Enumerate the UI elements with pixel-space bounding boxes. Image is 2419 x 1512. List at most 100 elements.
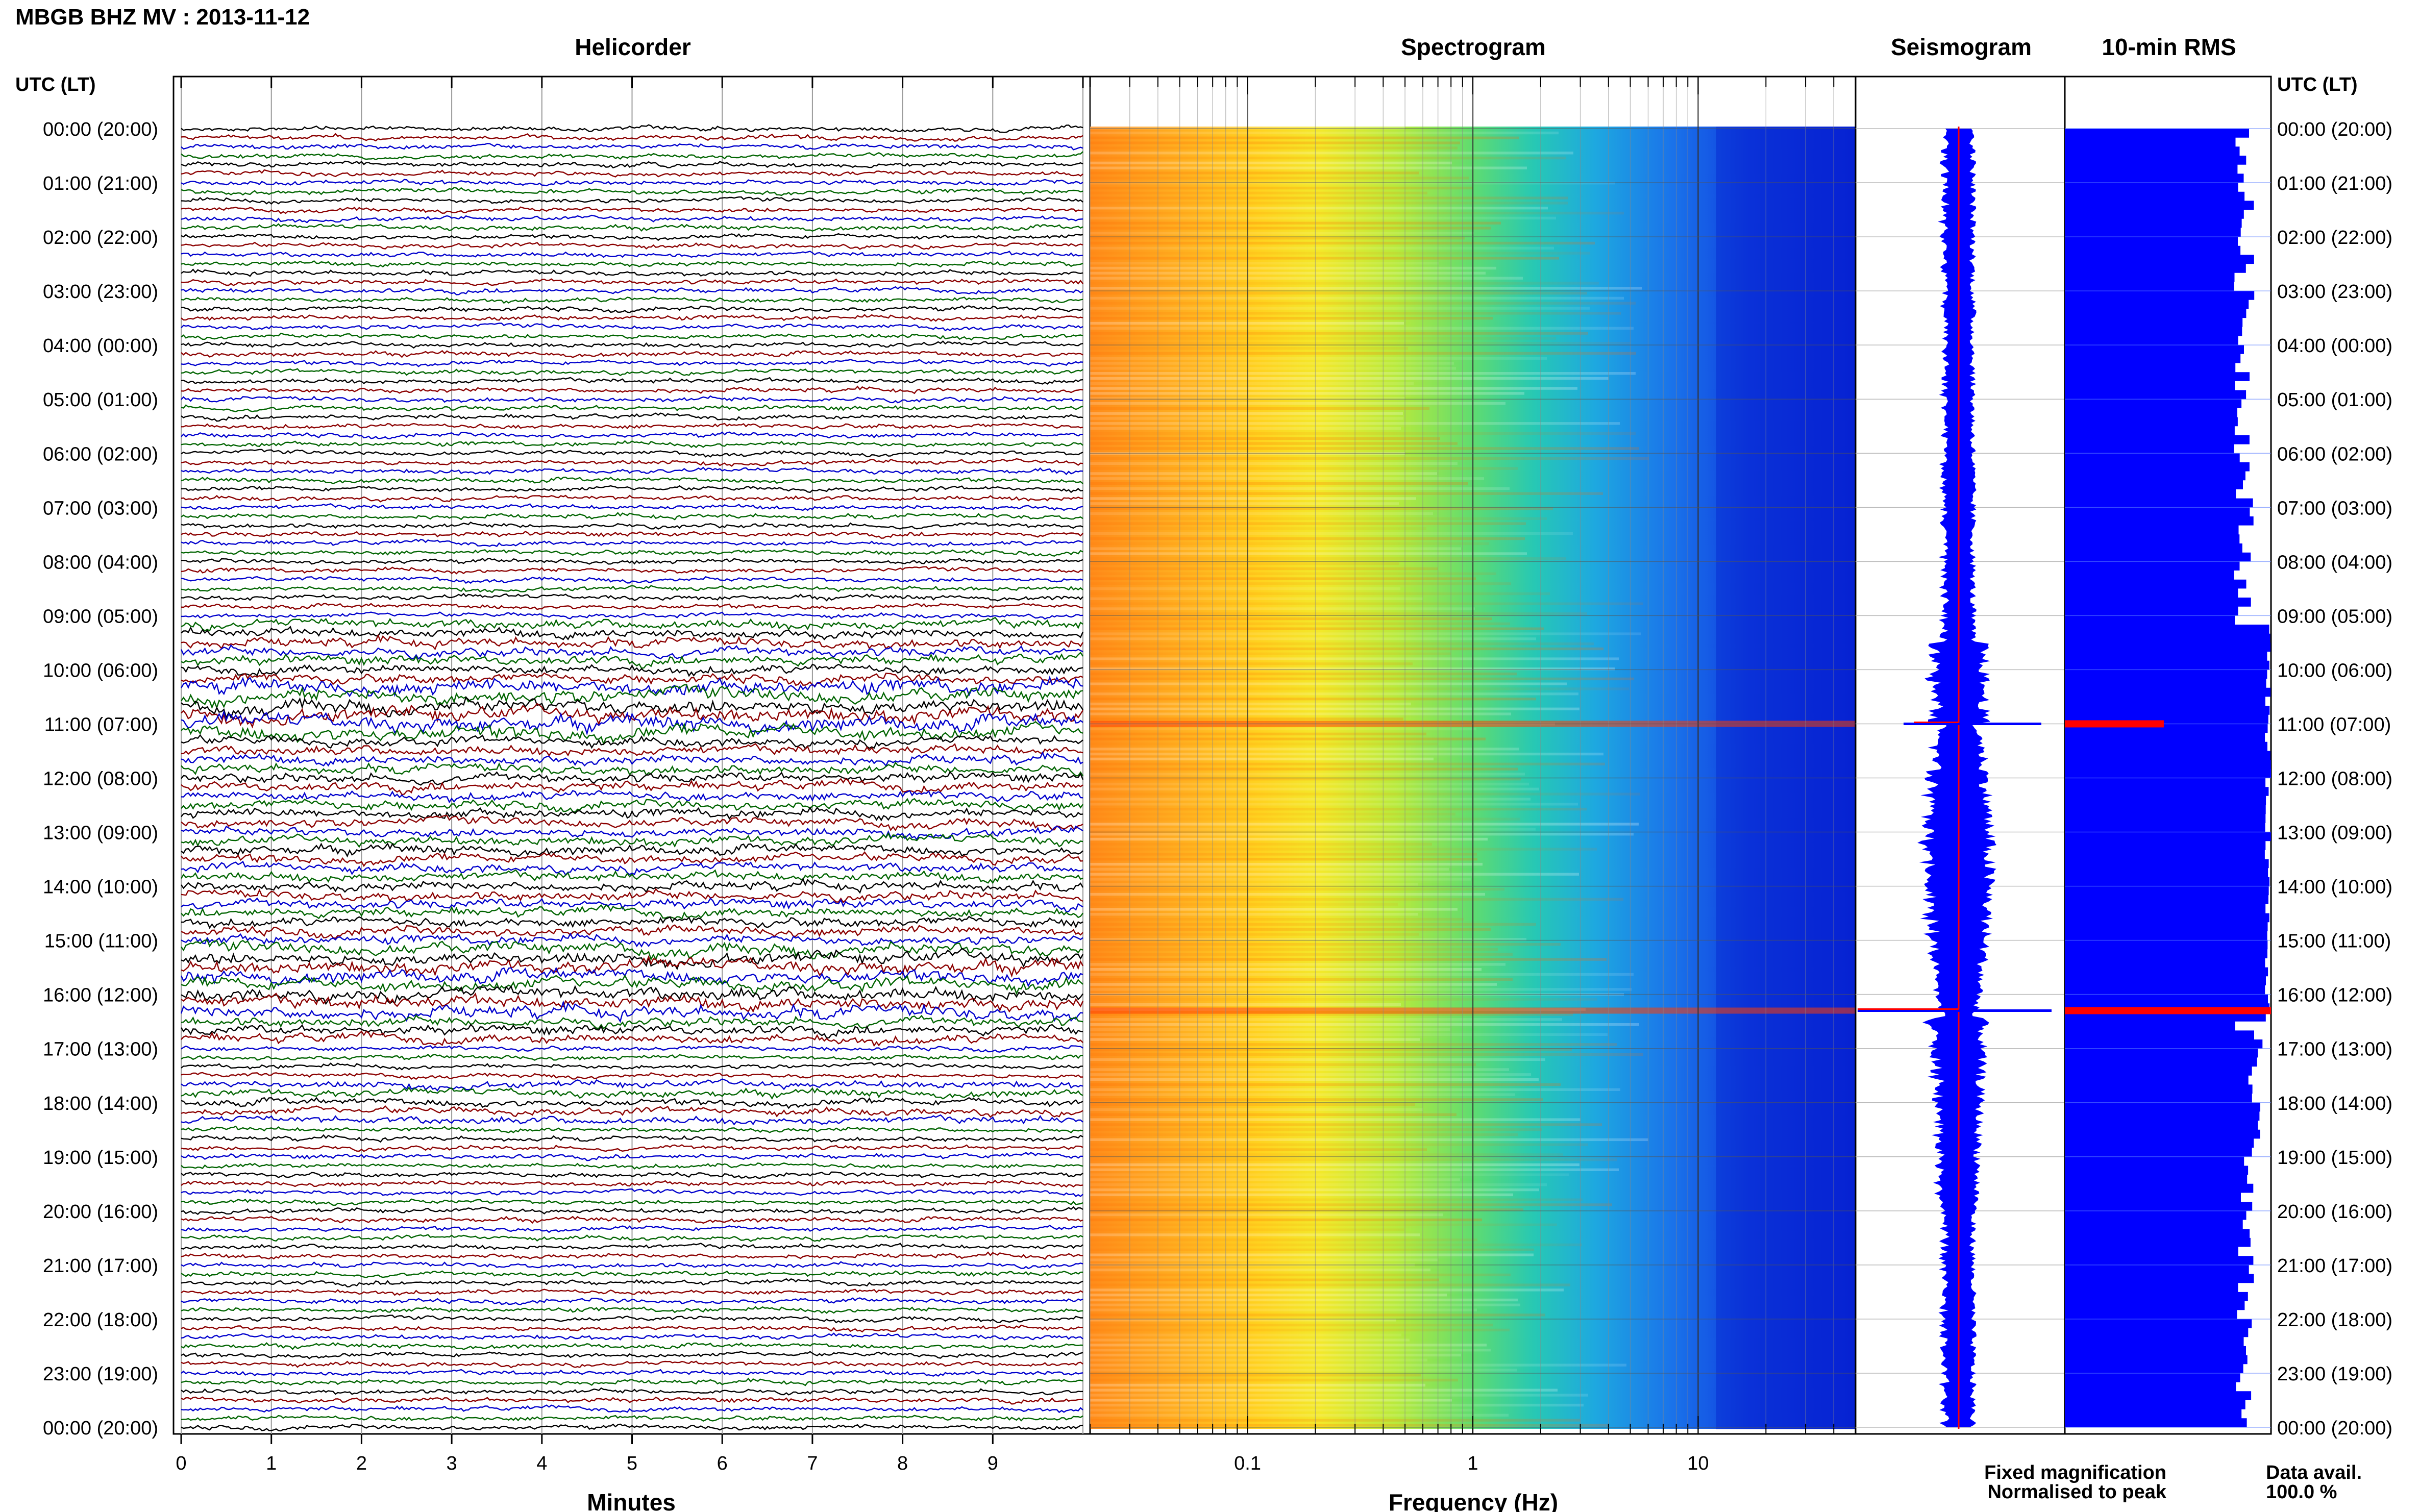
spectrogram-stripe	[1090, 227, 1491, 230]
spectrogram-stripe	[1090, 207, 1548, 210]
spectrogram-stripe	[1090, 632, 1641, 635]
spectrogram-stripe	[1090, 1063, 1476, 1066]
spectrogram-stripe	[1090, 427, 1401, 430]
helicorder-trace	[181, 761, 1084, 777]
helicorder-trace	[181, 1054, 1083, 1061]
spectrogram-stripe	[1090, 522, 1526, 525]
time-label-right: 08:00 (04:00)	[2277, 552, 2392, 573]
spectrogram-stripe	[1090, 1193, 1513, 1197]
helicorder-tick-label: 3	[447, 1453, 457, 1474]
spectrogram-stripe	[1090, 1403, 1584, 1407]
rms-highlight-bar	[2065, 1007, 2271, 1014]
spectrogram-stripe	[1090, 1233, 1420, 1236]
seismogram-events	[1858, 721, 2052, 1012]
helicorder-trace	[181, 992, 1084, 1013]
spectrogram-stripe	[1090, 1243, 1582, 1247]
helicorder-trace	[181, 703, 1084, 729]
spectrogram-stripe	[1090, 1053, 1643, 1056]
spectrogram-stripe	[1090, 287, 1642, 290]
spectrogram-stripe	[1090, 437, 1440, 440]
helicorder-trace	[181, 1086, 1083, 1100]
spectrogram-stripe	[1090, 1198, 1583, 1201]
time-label-right: 00:00 (20:00)	[2277, 119, 2392, 140]
time-labels-right: 00:00 (20:00) 01:00 (21:00) 02:00 (22:00) 0…	[2277, 119, 2392, 1439]
helicorder-trace	[181, 860, 1083, 876]
spectrogram-stripe	[1090, 482, 1468, 485]
spectrogram-stripe	[1090, 1028, 1450, 1031]
spectrogram-stripe	[1090, 1394, 1588, 1397]
rms-title: 10-min RMS	[2102, 34, 2236, 60]
helicorder-trace	[180, 1023, 1083, 1039]
helicorder-trace	[181, 652, 1084, 669]
spectrogram-stripe	[1090, 1118, 1581, 1121]
helicorder-trace	[181, 1078, 1083, 1092]
time-label-left: 01:00 (21:00)	[43, 173, 158, 194]
helicorder-trace	[180, 675, 1083, 698]
spectrogram-stripe	[1090, 241, 1595, 245]
helicorder-trace	[181, 842, 1083, 858]
spectrogram-stripe	[1090, 1258, 1438, 1261]
spectrogram-stripe	[1090, 1253, 1534, 1256]
time-label-right: 11:00 (07:00)	[2277, 714, 2391, 735]
rms-highlight-bar	[2065, 720, 2164, 728]
spectrogram-stripe	[1090, 1419, 1580, 1422]
helicorder-trace	[181, 798, 1083, 813]
spectrogram-stripe	[1090, 1158, 1617, 1161]
helicorder-trace	[181, 672, 1083, 687]
spectrogram-stripe	[1090, 867, 1449, 871]
time-label-left: 17:00 (13:00)	[43, 1039, 158, 1060]
spectrogram-stripe	[1090, 1068, 1509, 1071]
spectrogram-stripe	[1090, 382, 1414, 385]
spectrogram-stripe	[1090, 717, 1403, 721]
helicorder-trace	[181, 806, 1083, 822]
helicorder-x-ticks: 0 1 2 3 4 5 6 7 8 9	[176, 77, 1084, 1474]
spectrogram-stripe	[1090, 257, 1559, 260]
spectrogram-tick-label: 10	[1687, 1453, 1709, 1474]
spectrogram-stripe	[1090, 812, 1455, 816]
spectrogram-stripe	[1090, 1173, 1569, 1176]
spectrogram-stripe	[1090, 1333, 1401, 1336]
helicorder-trace	[181, 241, 1083, 250]
spectrogram-stripe	[1090, 537, 1525, 540]
spectrogram-stripe	[1090, 923, 1536, 926]
spectrogram-stripe	[1090, 1123, 1602, 1126]
spectrogram-stripe	[1090, 1138, 1648, 1142]
spectrogram-stripe	[1090, 357, 1547, 360]
helicorder-trace	[181, 1188, 1083, 1197]
time-label-right: 12:00 (08:00)	[2277, 769, 2392, 790]
spectrogram-stripe	[1090, 1339, 1410, 1342]
spectrogram-stripe	[1090, 798, 1531, 801]
helicorder-trace	[181, 223, 1083, 232]
helicorder-trace	[181, 503, 1083, 511]
time-label-right: 10:00 (06:00)	[2277, 660, 2392, 681]
spectrogram-stripe	[1090, 1278, 1439, 1281]
spectrogram-stripe	[1090, 467, 1518, 470]
helicorder-trace	[181, 278, 1083, 286]
helicorder-trace	[181, 1072, 1083, 1080]
spectrogram-stripe	[1090, 492, 1603, 495]
helicorder-trace	[181, 368, 1083, 377]
helicorder-trace	[181, 611, 1083, 620]
helicorder-trace	[181, 412, 1083, 422]
spectrogram-stripe	[1090, 732, 1426, 736]
time-label-right: 09:00 (05:00)	[2277, 606, 2392, 627]
helicorder-trace	[181, 832, 1083, 848]
spectrogram-stripe	[1090, 512, 1433, 515]
spectrogram-stripe	[1090, 1208, 1523, 1211]
helicorder-trace	[181, 634, 1084, 651]
helicorder-trace	[181, 566, 1083, 575]
spectrogram-stripe	[1090, 938, 1526, 941]
spectrogram-stripe	[1090, 302, 1636, 305]
helicorder-trace	[181, 431, 1083, 440]
time-label-right: 15:00 (11:00)	[2277, 931, 2391, 952]
helicorder-trace	[181, 1179, 1083, 1188]
data-avail-label: Data avail.	[2266, 1462, 2362, 1483]
spectrogram-stripe	[1090, 1213, 1443, 1217]
spectrogram-stripe	[1090, 787, 1539, 790]
spectrogram-stripe	[1090, 1288, 1564, 1292]
time-label-left: 09:00 (05:00)	[43, 606, 158, 627]
time-label-right: 13:00 (09:00)	[2277, 823, 2392, 844]
helicorder-trace	[181, 179, 1083, 187]
spectrogram-stripe	[1090, 186, 1473, 190]
helicorder-trace	[181, 1251, 1083, 1260]
